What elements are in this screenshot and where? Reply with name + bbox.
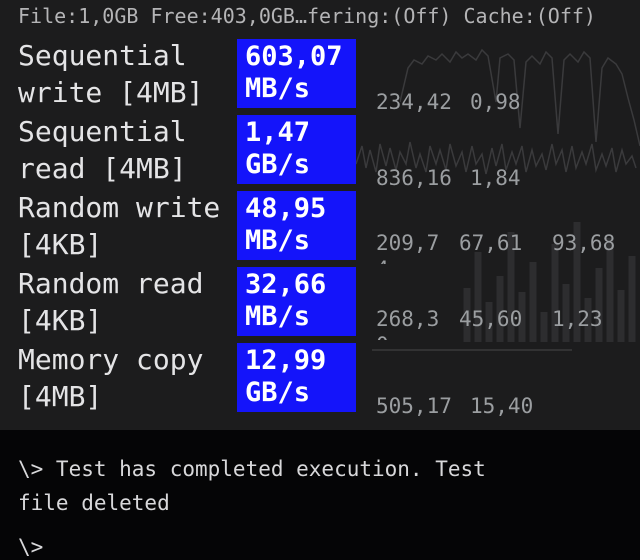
stat-value: 836,16 [376, 166, 452, 188]
console-message: \> Test has completed execution. Test fi… [18, 457, 486, 515]
result-value: 32,66 [245, 269, 327, 300]
result-value-box: 1,47 GB/s [237, 115, 356, 184]
status-bar: File:1,0GB Free:403,0GB…fering:(Off) Cac… [18, 4, 596, 28]
stat-value: 15,40 [470, 394, 534, 416]
test-label: Random write [4KB] [18, 191, 221, 261]
stat-value: 268,3 0 [376, 307, 440, 340]
stat-value: 234,42 [376, 90, 452, 112]
result-unit: GB/s [245, 377, 311, 408]
stat-value: 0,98 [470, 90, 521, 112]
result-value: 48,95 [245, 193, 327, 224]
stat-min: 234,42 Min,MB/s [376, 51, 453, 112]
test-label: Sequential write [4MB] [18, 39, 204, 109]
stat-min: 836,16 Min,MB/s [376, 127, 453, 188]
sequential-write-sparkline [400, 48, 640, 147]
test-label: Memory copy [4MB] [18, 343, 204, 413]
result-value-box: 48,95 MB/s [237, 191, 356, 260]
test-label: Sequential read [4MB] [18, 115, 187, 185]
stat-max: 1,23 Max,GB/ s [552, 268, 619, 340]
stat-value: 45,60 [459, 307, 523, 331]
stat-max: 93,68 Max,MB/ s [552, 192, 619, 264]
result-unit: GB/s [245, 149, 311, 180]
row-sequential-write: Sequential write [4MB] 603,07 MB/s 234,42… [0, 36, 640, 112]
stat-value: 1,84 [470, 166, 521, 188]
result-unit: MB/s [245, 301, 311, 332]
result-value: 603,07 [245, 41, 343, 72]
stat-min: 268,3 0 Min,KB/ [376, 268, 443, 340]
stat-min: 209,7 4 Min,KB/ [376, 192, 443, 264]
console-prompt[interactable]: \> [18, 535, 44, 559]
result-value: 1,47 [245, 117, 311, 148]
stat-mode: 67,61 Mode,MB/ s [459, 192, 536, 264]
console-area: \> Test has completed execution. Test fi… [0, 430, 640, 560]
stat-value: 67,61 [459, 231, 523, 255]
benchmark-panel: File:1,0GB Free:403,0GB…fering:(Off) Cac… [0, 0, 640, 430]
stat-min: 505,17 Min,MB/s [376, 355, 453, 416]
result-value-box: 32,66 MB/s [237, 267, 356, 336]
result-value: 12,99 [245, 345, 327, 376]
sequential-read-sparkline [356, 141, 637, 175]
random-io-histogram-sparkline [463, 222, 636, 342]
result-unit: MB/s [245, 73, 311, 104]
result-value-box: 603,07 MB/s [237, 39, 356, 108]
stat-mode: 45,60 Mode,MB/ s [459, 268, 536, 340]
stat-max: 15,40 Max,GB/s [470, 355, 547, 416]
stat-value: 209,7 4 [376, 231, 440, 264]
stat-max: 1,84 Max,GB/s [470, 127, 547, 188]
stat-value: 505,17 [376, 394, 452, 416]
stat-value: 93,68 [552, 231, 616, 255]
stat-max: 0,98 Max,GB/s [470, 51, 547, 112]
test-label: Random read [4KB] [18, 267, 204, 337]
result-unit: MB/s [245, 225, 311, 256]
result-value-box: 12,99 GB/s [237, 343, 356, 412]
stat-value: 1,23 [552, 307, 603, 331]
memory-copy-sparkline [372, 349, 572, 351]
